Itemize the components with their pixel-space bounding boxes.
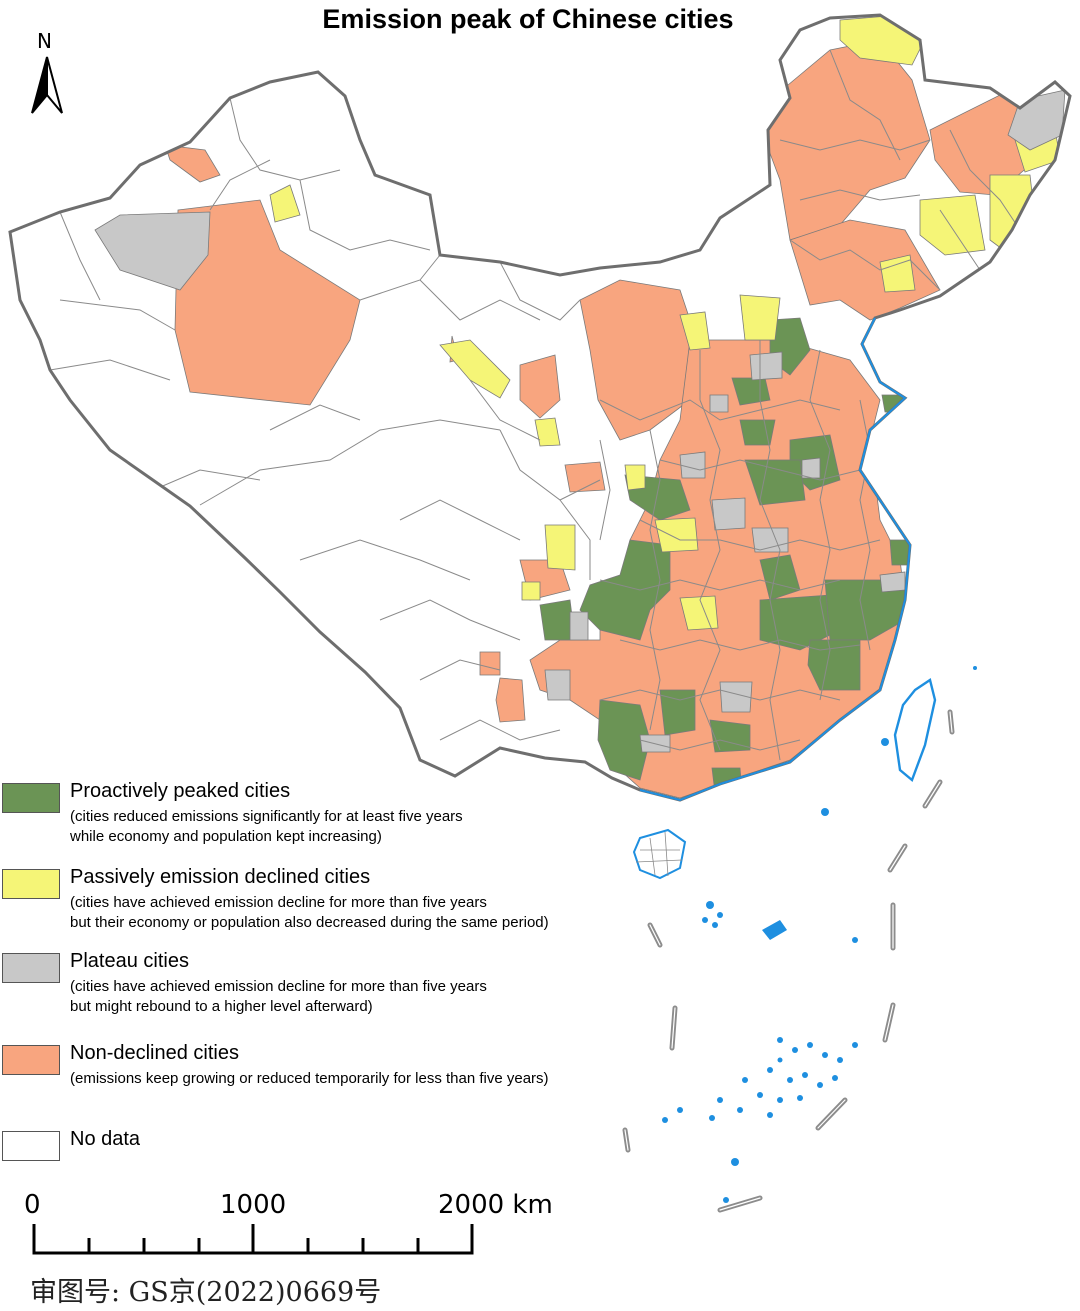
scale-label-2000: 2000 km [438, 1190, 553, 1220]
region-proactive [744, 459, 806, 506]
legend-label-nodata: No data [70, 1128, 141, 1150]
scale-label-1000: 1000 [220, 1190, 287, 1220]
region-plateau [801, 457, 821, 479]
region-non-declined [174, 199, 361, 406]
region-proactive [709, 719, 751, 753]
internal-boundaries [49, 49, 1021, 761]
hainan-island [632, 828, 687, 880]
coastline [639, 317, 912, 802]
map-approval-number: 审图号: GS京(2022)0669号 [30, 1277, 382, 1308]
region-plateau [879, 571, 906, 593]
region-plateau [719, 681, 753, 713]
region-plateau [751, 527, 789, 553]
region-non-declined [164, 144, 221, 183]
region-plateau [711, 497, 746, 531]
scale-label-0: 0 [24, 1190, 41, 1220]
legend-desc-line: (cities have achieved emission decline f… [70, 978, 487, 995]
hainan-boundaries [635, 831, 683, 877]
region-non-declined [579, 279, 701, 441]
region-passive [654, 517, 699, 553]
legend-swatch-proactive [2, 783, 60, 813]
legend-desc-line: but might rebound to a higher level afte… [70, 998, 373, 1015]
legend-swatch-nodata [2, 1131, 60, 1161]
region-proactive [807, 639, 861, 691]
north-arrow-icon [31, 56, 63, 114]
region-proactive [597, 699, 651, 781]
legend-label-proactive: Proactively peaked cities [70, 780, 291, 802]
map-title: Emission peak of Chinese cities [322, 4, 734, 34]
region-non-declined [519, 354, 561, 419]
region-non-declined [495, 677, 526, 723]
region-plateau [544, 669, 571, 701]
city-regions [94, 15, 1066, 799]
legend-desc-nondeclined: (emissions keep growing or reduced tempo… [70, 1069, 549, 1089]
region-passive [521, 581, 541, 601]
legend-swatch-plateau [2, 953, 60, 983]
region-passive [439, 339, 511, 399]
legend-label-passive: Passively emission declined cities [70, 866, 371, 888]
region-passive [879, 254, 916, 293]
region-proactive [739, 419, 776, 446]
legend-desc-line: while economy and population kept increa… [70, 828, 382, 845]
region-passive [679, 311, 711, 351]
legend-desc-line: (cities have achieved emission decline f… [70, 894, 487, 911]
legend-desc-line: but their economy or population also dec… [70, 914, 549, 931]
region-non-declined [564, 461, 606, 493]
legend-desc-line: (cities reduced emissions significantly … [70, 808, 463, 825]
north-label: N [37, 29, 52, 53]
region-plateau [679, 451, 706, 479]
south-sea-islands [662, 666, 977, 1203]
region-proactive [659, 689, 696, 736]
region-passive [544, 524, 576, 571]
legend-desc-plateau: (cities have achieved emission decline f… [70, 977, 487, 1017]
region-passive [624, 464, 646, 491]
region-passive [989, 174, 1036, 256]
legend-desc-proactive: (cities reduced emissions significantly … [70, 807, 463, 847]
taiwan-island [893, 678, 937, 783]
scale-bar: 0 1000 2000 km [20, 1190, 580, 1260]
region-passive [739, 294, 781, 341]
region-proactive [889, 539, 911, 566]
legend-desc-line: (emissions keep growing or reduced tempo… [70, 1070, 549, 1087]
region-passive [269, 184, 301, 223]
legend-label-plateau: Plateau cities [70, 950, 189, 972]
region-plateau [569, 611, 589, 641]
region-plateau [94, 211, 211, 291]
region-passive [919, 194, 986, 256]
legend-label-nondeclined: Non-declined cities [70, 1042, 239, 1064]
legend-swatch-nondeclined [2, 1045, 60, 1075]
region-proactive [579, 539, 671, 641]
national-border [8, 13, 1072, 802]
region-non-declined [479, 651, 501, 676]
legend-swatch-passive [2, 869, 60, 899]
scale-bar-ruler [32, 1224, 474, 1255]
region-passive [534, 417, 561, 447]
region-plateau [709, 394, 729, 413]
legend-desc-passive: (cities have achieved emission decline f… [70, 893, 549, 933]
region-non-declined [789, 219, 941, 321]
region-plateau [749, 351, 783, 381]
